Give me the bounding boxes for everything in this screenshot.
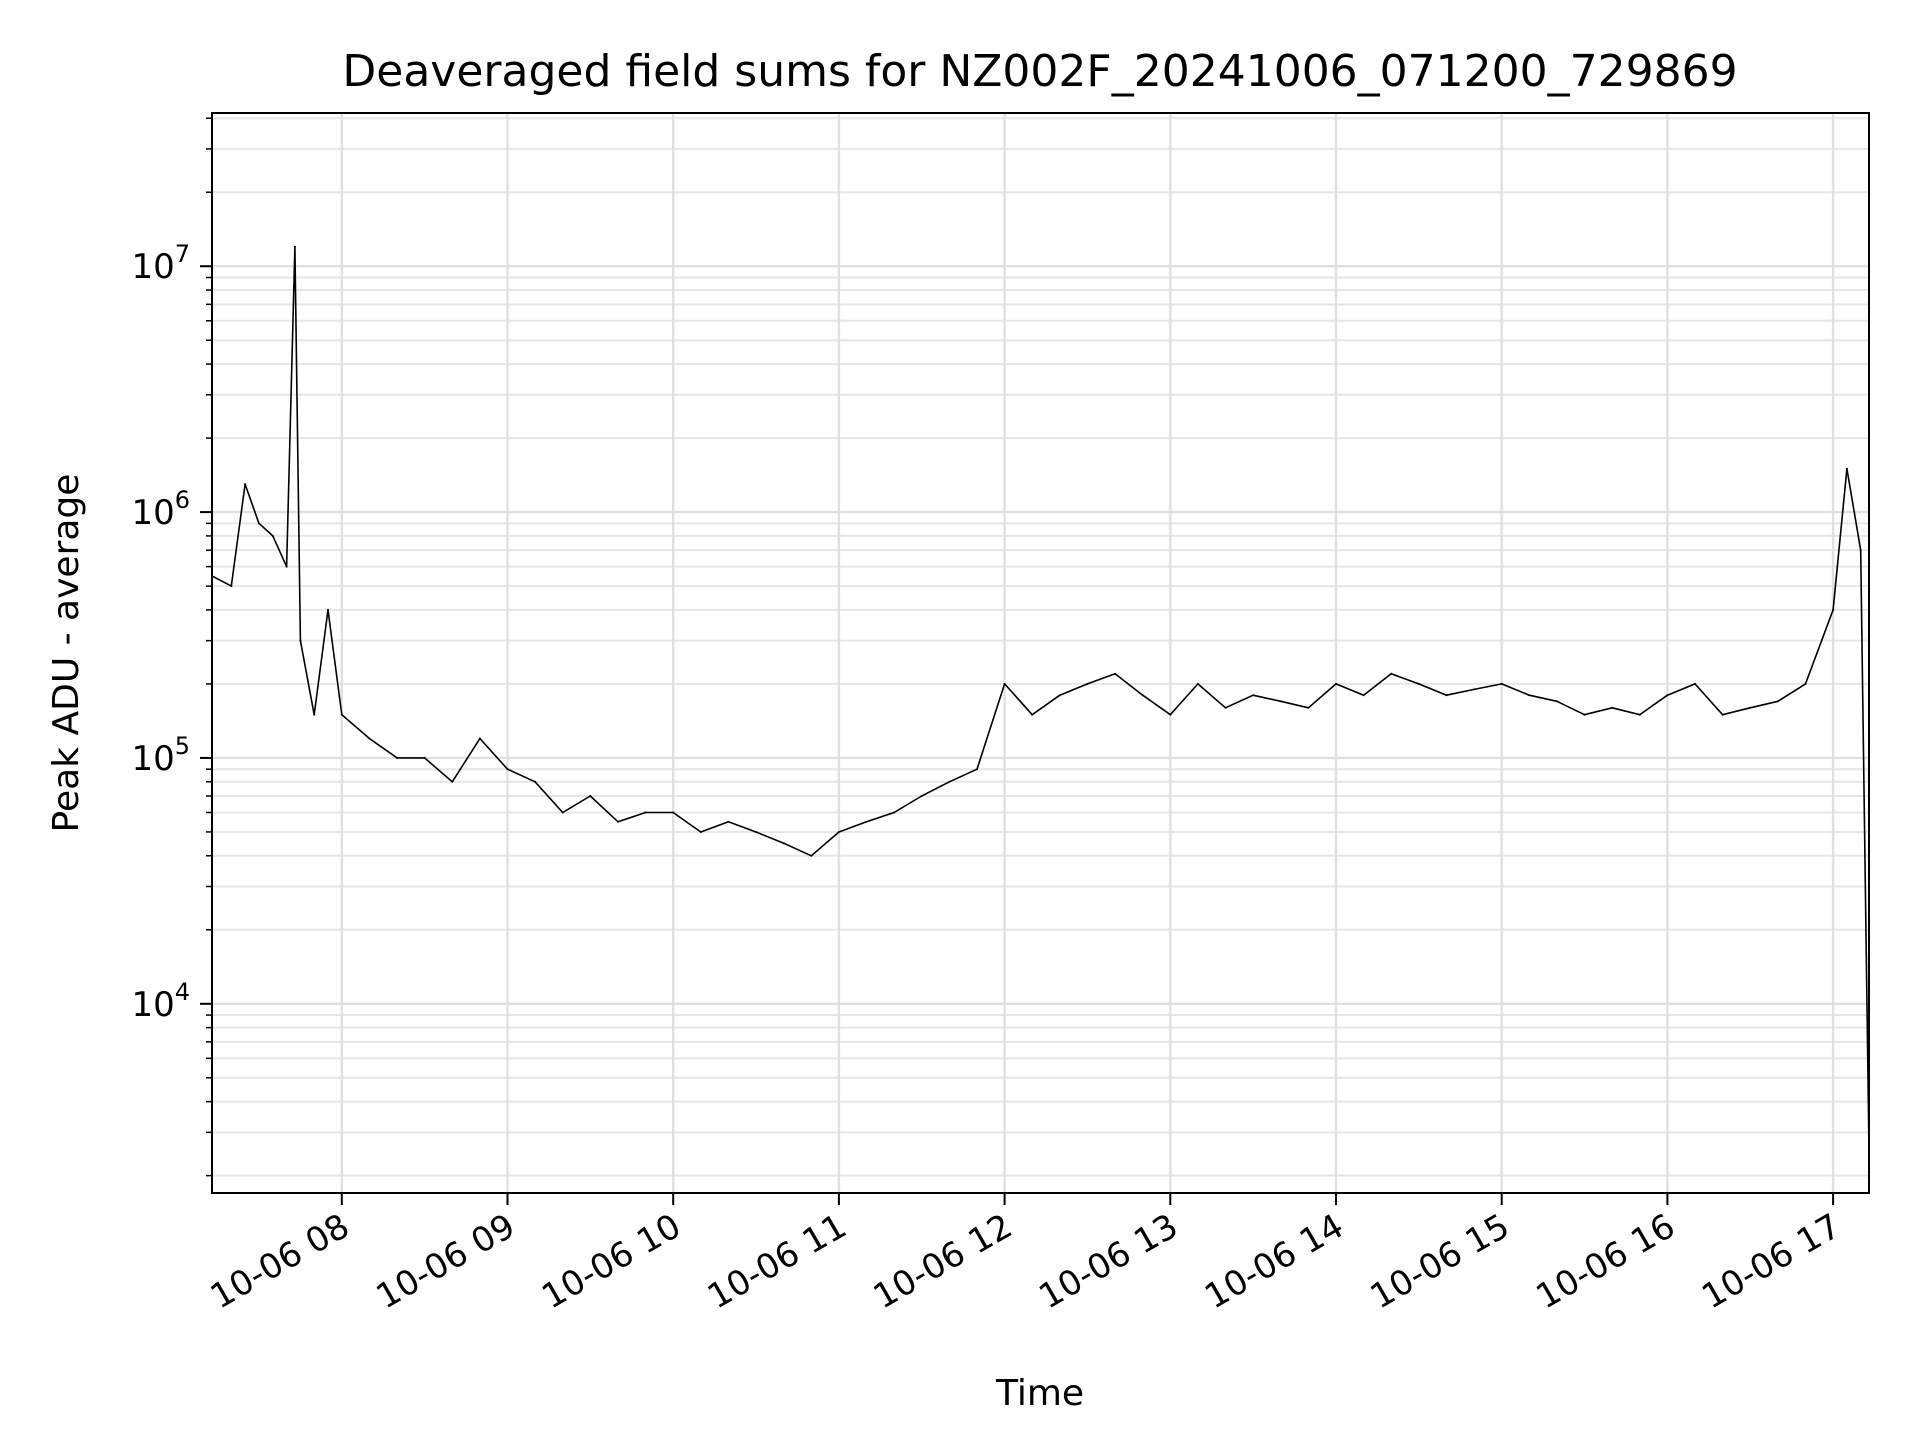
y-tick-label: 104 bbox=[131, 978, 190, 1025]
y-tick-base: 10 bbox=[131, 247, 174, 287]
data-point bbox=[1031, 713, 1034, 716]
data-point bbox=[1307, 706, 1310, 709]
data-point bbox=[617, 820, 619, 823]
data-point bbox=[920, 795, 923, 797]
data-point bbox=[1279, 700, 1282, 703]
y-axis-label: Peak ADU - average bbox=[46, 474, 87, 833]
data-point bbox=[244, 483, 247, 486]
y-tick-label: 105 bbox=[131, 732, 190, 779]
data-point bbox=[1058, 694, 1061, 697]
data-point bbox=[1362, 694, 1365, 697]
data-point bbox=[1845, 467, 1848, 470]
data-point bbox=[1749, 706, 1752, 709]
data-point bbox=[1555, 700, 1558, 703]
y-tick-base: 10 bbox=[131, 493, 174, 533]
data-point bbox=[699, 831, 702, 833]
data-point bbox=[1776, 700, 1779, 703]
data-point bbox=[230, 585, 233, 588]
data-point bbox=[1445, 694, 1448, 697]
data-point bbox=[1583, 713, 1586, 716]
plot-frame bbox=[211, 112, 1870, 1194]
data-point bbox=[534, 780, 537, 783]
y-tick-exponent: 5 bbox=[175, 732, 190, 760]
x-axis-label: Time bbox=[995, 1373, 1084, 1414]
data-point bbox=[1473, 688, 1476, 691]
data-point bbox=[948, 780, 951, 783]
data-point bbox=[1500, 682, 1503, 685]
data-point bbox=[1141, 694, 1144, 697]
data-point bbox=[1335, 682, 1337, 685]
y-tick-base: 10 bbox=[131, 739, 174, 779]
y-tick-exponent: 7 bbox=[175, 240, 190, 268]
data-point bbox=[506, 768, 509, 771]
data-point bbox=[257, 522, 260, 525]
data-point bbox=[340, 713, 343, 716]
data-point bbox=[837, 831, 840, 833]
data-point bbox=[293, 245, 296, 248]
data-point bbox=[755, 831, 757, 833]
data-point bbox=[672, 811, 675, 814]
data-point bbox=[782, 842, 785, 845]
data-point bbox=[1390, 672, 1393, 675]
y-tick-base: 10 bbox=[131, 985, 174, 1025]
data-point bbox=[561, 811, 564, 814]
chart-title: Deaveraged field sums for NZ002F_2024100… bbox=[342, 46, 1737, 97]
data-point bbox=[271, 534, 274, 537]
data-point bbox=[1252, 694, 1255, 697]
data-point bbox=[1417, 682, 1420, 685]
data-point bbox=[1694, 682, 1696, 685]
data-point bbox=[1804, 682, 1807, 685]
data-point bbox=[1114, 672, 1117, 675]
data-point bbox=[1859, 549, 1862, 552]
data-point bbox=[451, 780, 454, 783]
data-point bbox=[1666, 694, 1669, 697]
y-tick-exponent: 4 bbox=[175, 978, 190, 1006]
data-point bbox=[865, 820, 868, 823]
data-point bbox=[368, 737, 371, 740]
data-point bbox=[1721, 713, 1724, 716]
data-layer bbox=[211, 245, 1870, 1153]
data-point bbox=[727, 820, 730, 823]
data-point bbox=[1196, 682, 1199, 685]
data-point bbox=[976, 768, 978, 771]
data-point bbox=[893, 811, 896, 814]
data-point bbox=[1169, 713, 1172, 716]
y-tick-exponent: 6 bbox=[175, 486, 190, 514]
data-point bbox=[589, 795, 592, 797]
data-point bbox=[327, 608, 329, 611]
data-point bbox=[313, 713, 316, 716]
data-point bbox=[1832, 608, 1835, 611]
data-point bbox=[423, 756, 426, 759]
y-tick-label: 106 bbox=[131, 486, 190, 533]
data-point bbox=[478, 737, 481, 740]
data-point bbox=[644, 811, 647, 814]
grid bbox=[212, 113, 1869, 1193]
data-point bbox=[1611, 706, 1614, 709]
data-point bbox=[299, 639, 302, 642]
data-point bbox=[810, 854, 813, 857]
data-point bbox=[1224, 706, 1227, 709]
y-tick-label: 107 bbox=[131, 240, 190, 287]
data-point bbox=[1003, 682, 1006, 685]
data-point bbox=[1638, 713, 1641, 716]
data-point bbox=[285, 565, 288, 568]
data-point bbox=[1528, 694, 1531, 697]
series-line bbox=[211, 246, 1870, 1152]
data-point bbox=[1086, 682, 1089, 685]
data-point bbox=[396, 756, 398, 759]
